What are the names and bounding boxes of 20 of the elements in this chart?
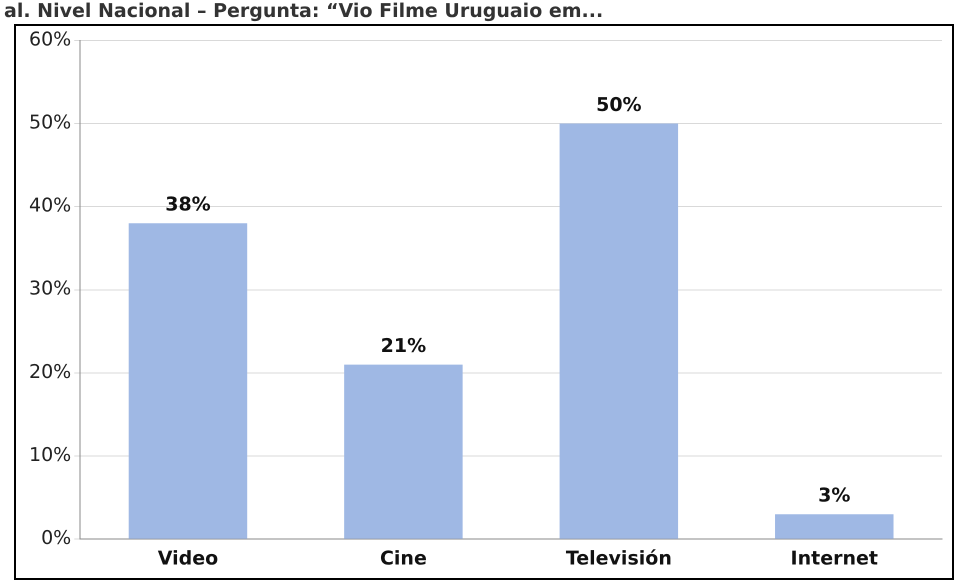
y-tick-label: 30% bbox=[28, 278, 72, 300]
x-tick-label: Cine bbox=[380, 548, 427, 570]
y-tick-label: 60% bbox=[28, 28, 72, 50]
bar bbox=[560, 124, 678, 539]
x-tick-label: Internet bbox=[790, 548, 878, 570]
x-tick-label: Televisión bbox=[566, 548, 672, 570]
bar bbox=[128, 223, 248, 539]
bar bbox=[775, 514, 894, 539]
chart-title: al. Nivel Nacional – Pergunta: “Vio Filme Uruguaio em... bbox=[4, 0, 604, 22]
y-tick-label: 50% bbox=[28, 111, 72, 134]
data-label: 21% bbox=[380, 335, 426, 358]
y-tick-label: 0% bbox=[41, 527, 72, 550]
bar bbox=[344, 364, 463, 539]
x-tick-label: Video bbox=[158, 548, 218, 570]
y-tick-label: 20% bbox=[28, 360, 72, 383]
y-tick-label: 10% bbox=[28, 444, 72, 466]
data-label: 38% bbox=[165, 194, 211, 216]
data-label: 50% bbox=[596, 94, 642, 116]
data-label: 3% bbox=[818, 484, 850, 507]
y-tick-label: 40% bbox=[28, 194, 72, 217]
